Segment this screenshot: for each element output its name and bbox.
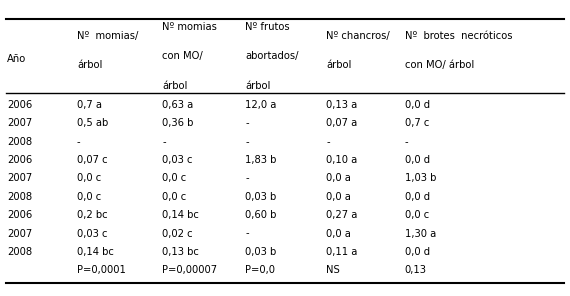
Text: -: -: [326, 137, 329, 147]
Text: 1,83 b: 1,83 b: [245, 155, 276, 165]
Text: 0,0 d: 0,0 d: [405, 192, 430, 202]
Text: Nº frutos: Nº frutos: [245, 22, 290, 32]
Text: árbol: árbol: [245, 81, 271, 91]
Text: -: -: [405, 137, 408, 147]
Text: 0,0 d: 0,0 d: [405, 100, 430, 110]
Text: 2006: 2006: [7, 100, 32, 110]
Text: 0,0 d: 0,0 d: [405, 155, 430, 165]
Text: 2007: 2007: [7, 118, 32, 128]
Text: NS: NS: [326, 265, 340, 275]
Text: 0,07 a: 0,07 a: [326, 118, 357, 128]
Text: P=0,0001: P=0,0001: [77, 265, 126, 275]
Text: 2006: 2006: [7, 155, 32, 165]
Text: -: -: [162, 137, 166, 147]
Text: 0,10 a: 0,10 a: [326, 155, 357, 165]
Text: Nº  brotes  necróticos: Nº brotes necróticos: [405, 30, 512, 41]
Text: -: -: [77, 137, 80, 147]
Text: 0,14 bc: 0,14 bc: [77, 247, 114, 257]
Text: 0,13 bc: 0,13 bc: [162, 247, 200, 257]
Text: 1,03 b: 1,03 b: [405, 173, 436, 184]
Text: 0,02 c: 0,02 c: [162, 229, 193, 239]
Text: 2007: 2007: [7, 229, 32, 239]
Text: 2008: 2008: [7, 192, 32, 202]
Text: 0,2 bc: 0,2 bc: [77, 210, 108, 220]
Text: árbol: árbol: [326, 60, 352, 70]
Text: 0,0 a: 0,0 a: [326, 173, 351, 184]
Text: 0,11 a: 0,11 a: [326, 247, 357, 257]
Text: -: -: [245, 118, 249, 128]
Text: 0,0 c: 0,0 c: [162, 192, 187, 202]
Text: 0,03 c: 0,03 c: [162, 155, 193, 165]
Text: árbol: árbol: [77, 60, 103, 70]
Text: 0,5 ab: 0,5 ab: [77, 118, 108, 128]
Text: 0,0 c: 0,0 c: [405, 210, 429, 220]
Text: 0,13: 0,13: [405, 265, 427, 275]
Text: 0,0 c: 0,0 c: [162, 173, 187, 184]
Text: árbol: árbol: [162, 81, 188, 91]
Text: 0,0 a: 0,0 a: [326, 229, 351, 239]
Text: 0,03 b: 0,03 b: [245, 192, 276, 202]
Text: 2008: 2008: [7, 137, 32, 147]
Text: 1,30 a: 1,30 a: [405, 229, 436, 239]
Text: Año: Año: [7, 54, 26, 64]
Text: 0,7 a: 0,7 a: [77, 100, 102, 110]
Text: 2008: 2008: [7, 247, 32, 257]
Text: abortados/: abortados/: [245, 51, 299, 61]
Text: -: -: [245, 137, 249, 147]
Text: 0,60 b: 0,60 b: [245, 210, 276, 220]
Text: 0,0 a: 0,0 a: [326, 192, 351, 202]
Text: P=0,00007: P=0,00007: [162, 265, 218, 275]
Text: -: -: [245, 173, 249, 184]
Text: 0,14 bc: 0,14 bc: [162, 210, 200, 220]
Text: 0,7 c: 0,7 c: [405, 118, 429, 128]
Text: con MO/ árbol: con MO/ árbol: [405, 60, 474, 70]
Text: 2007: 2007: [7, 173, 32, 184]
Text: Nº chancros/: Nº chancros/: [326, 30, 390, 41]
Text: 0,07 c: 0,07 c: [77, 155, 108, 165]
Text: 0,27 a: 0,27 a: [326, 210, 357, 220]
Text: 2006: 2006: [7, 210, 32, 220]
Text: 0,03 c: 0,03 c: [77, 229, 108, 239]
Text: -: -: [245, 229, 249, 239]
Text: 0,0 c: 0,0 c: [77, 192, 101, 202]
Text: 0,0 c: 0,0 c: [77, 173, 101, 184]
Text: 0,63 a: 0,63 a: [162, 100, 194, 110]
Text: Nº  momias/: Nº momias/: [77, 30, 139, 41]
Text: P=0,0: P=0,0: [245, 265, 275, 275]
Text: 12,0 a: 12,0 a: [245, 100, 276, 110]
Text: 0,03 b: 0,03 b: [245, 247, 276, 257]
Text: 0,13 a: 0,13 a: [326, 100, 357, 110]
Text: 0,0 d: 0,0 d: [405, 247, 430, 257]
Text: 0,36 b: 0,36 b: [162, 118, 194, 128]
Text: Nº momias: Nº momias: [162, 22, 217, 32]
Text: con MO/: con MO/: [162, 51, 203, 61]
